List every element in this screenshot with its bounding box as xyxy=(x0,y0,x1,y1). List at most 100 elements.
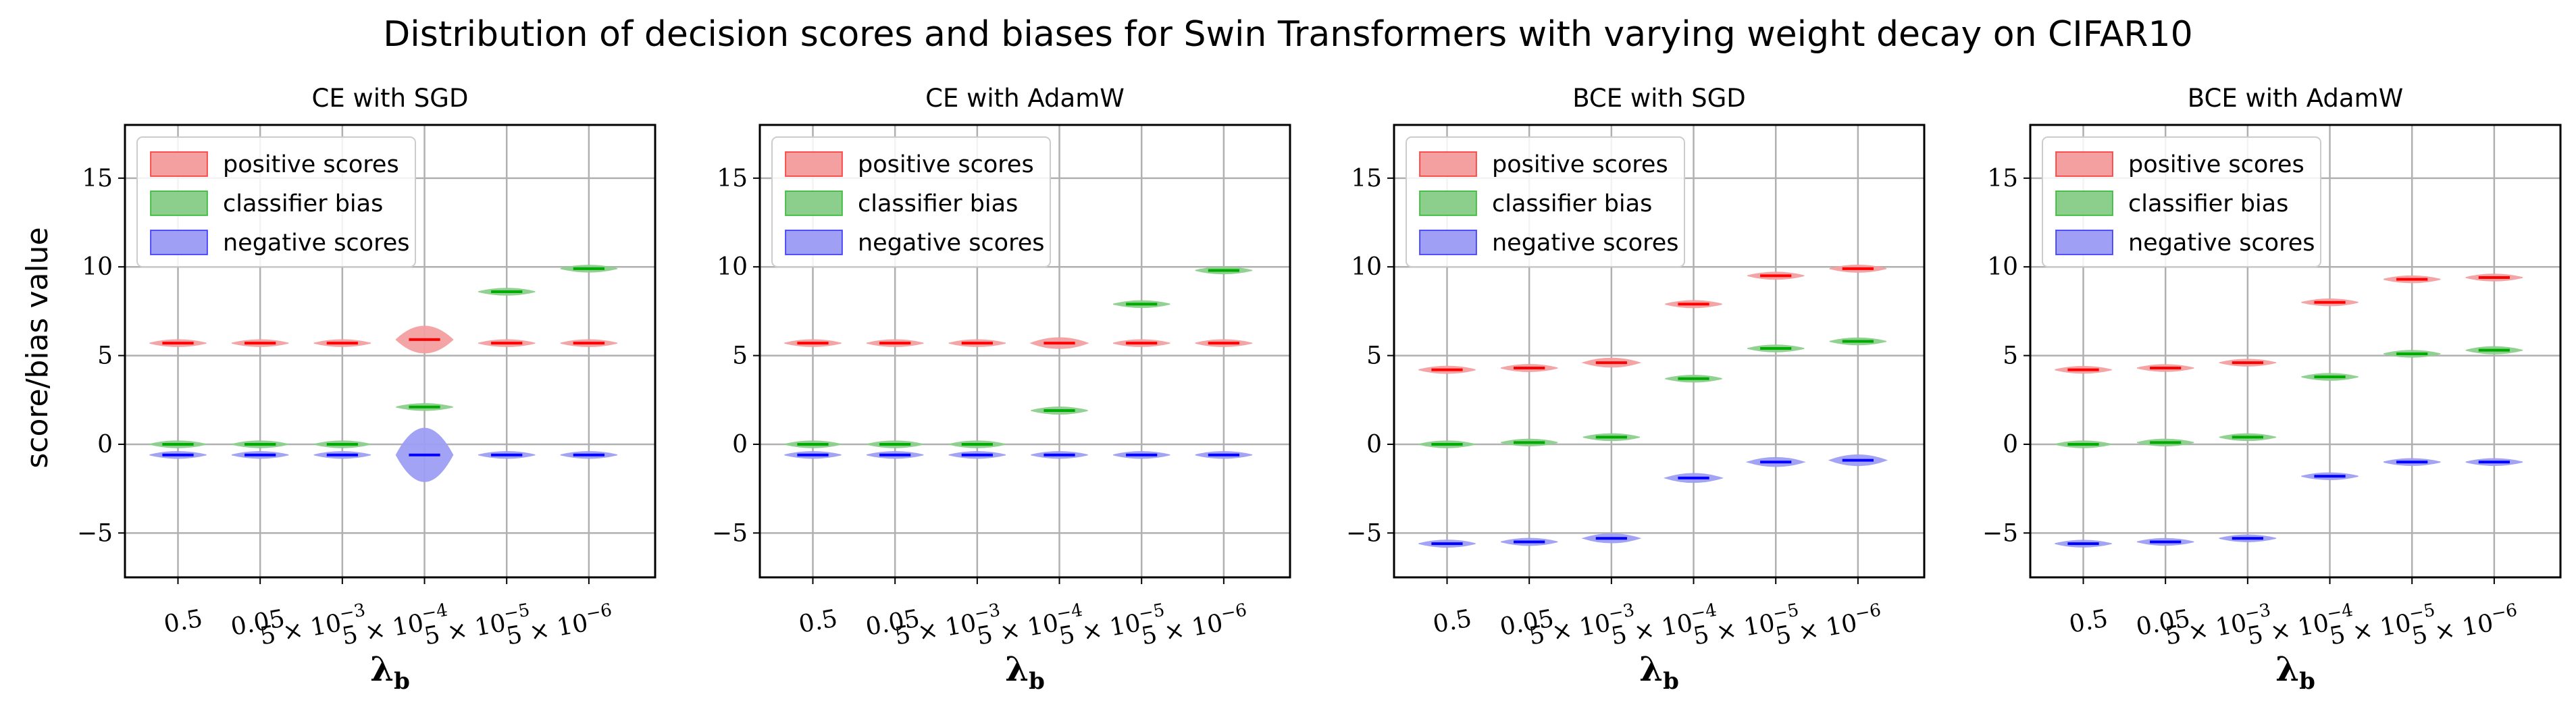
legend-swatch-bias xyxy=(2055,190,2113,216)
axes-frame xyxy=(758,124,1291,579)
y-tick-label: 5 xyxy=(97,342,113,370)
y-axis-label: score/bias value xyxy=(20,227,55,468)
x-tick-label: 0.5 xyxy=(1431,604,1474,638)
legend-label-positive: positive scores xyxy=(2128,151,2304,178)
x-tick-label-base: 0.5 xyxy=(1431,604,1474,638)
x-axis-label-symbol: λ xyxy=(370,649,394,689)
x-tick-label: 0.5 xyxy=(162,604,205,638)
x-axis-label-subscript: b xyxy=(1663,668,1679,695)
legend-label-bias: classifier bias xyxy=(858,190,1018,217)
panel-title: BCE with AdamW xyxy=(2188,84,2403,113)
legend-label-bias: classifier bias xyxy=(2128,190,2288,217)
y-tick-label: 10 xyxy=(717,253,748,281)
legend-label-positive: positive scores xyxy=(858,151,1034,178)
panel-title: CE with SGD xyxy=(312,84,469,113)
x-tick-label-exponent: −3 xyxy=(2243,600,2272,625)
x-tick-label-exponent: −5 xyxy=(1137,600,1166,625)
y-tick-label: 15 xyxy=(82,165,113,192)
y-tick-label: 0 xyxy=(732,431,748,459)
x-tick-label-exponent: −6 xyxy=(2490,600,2519,625)
legend-swatch-positive xyxy=(150,151,208,177)
x-axis-label-subscript: b xyxy=(2299,668,2315,695)
x-tick-label-base: 0.5 xyxy=(162,604,205,638)
legend-swatch-negative xyxy=(150,230,208,255)
legend: positive scores classifier bias negative s… xyxy=(1406,136,1685,267)
x-tick-label-exponent: −6 xyxy=(1853,600,1882,625)
y-tick-label: 15 xyxy=(717,165,748,192)
y-tick-label: 5 xyxy=(1366,342,1382,370)
legend-swatch-negative xyxy=(1419,230,1477,255)
axes-frame xyxy=(2029,124,2562,579)
x-tick-label-exponent: −3 xyxy=(338,600,367,625)
x-axis-label-symbol: λ xyxy=(1005,649,1029,689)
y-tick-label: −5 xyxy=(1982,519,2018,547)
legend: positive scores classifier bias negative s… xyxy=(771,136,1051,267)
x-axis-label-symbol: λ xyxy=(1639,649,1663,689)
axes-frame xyxy=(1393,124,1926,579)
x-axis-label: λb xyxy=(2275,649,2315,695)
x-tick-label: 0.5 xyxy=(797,604,840,638)
y-tick-label: 5 xyxy=(732,342,748,370)
legend-swatch-positive xyxy=(785,151,843,177)
legend: positive scores classifier bias negative s… xyxy=(2042,136,2321,267)
legend-swatch-negative xyxy=(2055,230,2113,255)
legend-swatch-bias xyxy=(785,190,843,216)
axes-frame xyxy=(124,124,656,579)
x-tick-label-exponent: −3 xyxy=(973,600,1002,625)
x-tick-label-exponent: −3 xyxy=(1607,600,1636,625)
x-tick-label-exponent: −4 xyxy=(420,600,449,625)
y-tick-label: 0 xyxy=(2003,431,2018,459)
x-tick-label-exponent: −5 xyxy=(2408,600,2437,625)
x-tick-label-base: 0.5 xyxy=(2067,604,2111,638)
legend-swatch-positive xyxy=(2055,151,2113,177)
x-tick-label-exponent: −6 xyxy=(1219,600,1248,625)
y-tick-label: 0 xyxy=(1366,431,1382,459)
panel-title: BCE with SGD xyxy=(1572,84,1746,113)
y-tick-label: −5 xyxy=(712,519,748,547)
x-axis-label-subscript: b xyxy=(1029,668,1045,695)
y-tick-label: 0 xyxy=(97,431,113,459)
x-tick-label-exponent: −4 xyxy=(1689,600,1718,625)
legend-label-negative: negative scores xyxy=(223,230,409,257)
x-tick-label: 0.5 xyxy=(2067,604,2111,638)
legend-label-negative: negative scores xyxy=(1492,230,1678,257)
legend-swatch-positive xyxy=(1419,151,1477,177)
x-axis-label: λb xyxy=(370,649,410,695)
y-tick-label: 10 xyxy=(1987,253,2018,281)
x-tick-label-base: 0.5 xyxy=(797,604,840,638)
y-tick-label: 10 xyxy=(82,253,113,281)
legend-swatch-bias xyxy=(150,190,208,216)
legend-label-bias: classifier bias xyxy=(223,190,383,217)
legend-label-positive: positive scores xyxy=(223,151,399,178)
x-axis-label: λb xyxy=(1639,649,1679,695)
x-tick-label-exponent: −5 xyxy=(503,600,532,625)
x-axis-label: λb xyxy=(1005,649,1045,695)
legend-label-negative: negative scores xyxy=(858,230,1044,257)
y-tick-label: 15 xyxy=(1351,165,1382,192)
legend: positive scores classifier bias negative s… xyxy=(136,136,416,267)
x-tick-label-exponent: −4 xyxy=(1055,600,1084,625)
x-tick-label-exponent: −6 xyxy=(584,600,613,625)
legend-label-positive: positive scores xyxy=(1492,151,1668,178)
y-tick-label: 5 xyxy=(2003,342,2018,370)
figure-title: Distribution of decision scores and bias… xyxy=(383,14,2192,55)
x-axis-label-subscript: b xyxy=(394,668,410,695)
legend-label-negative: negative scores xyxy=(2128,230,2315,257)
y-tick-label: 10 xyxy=(1351,253,1382,281)
y-tick-label: −5 xyxy=(1346,519,1382,547)
x-tick-label-exponent: −4 xyxy=(2325,600,2354,625)
x-tick-label-exponent: −5 xyxy=(1772,600,1801,625)
panel-title: CE with AdamW xyxy=(925,84,1125,113)
legend-swatch-bias xyxy=(1419,190,1477,216)
x-axis-label-symbol: λ xyxy=(2275,649,2299,689)
legend-swatch-negative xyxy=(785,230,843,255)
legend-label-bias: classifier bias xyxy=(1492,190,1652,217)
y-tick-label: −5 xyxy=(77,519,113,547)
y-tick-label: 15 xyxy=(1987,165,2018,192)
